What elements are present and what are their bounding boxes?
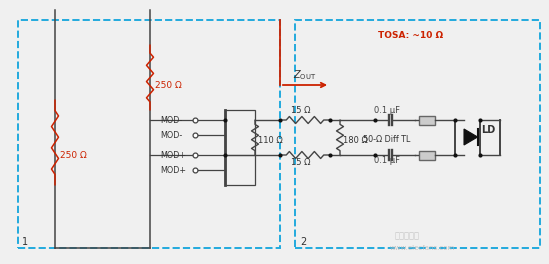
Text: www.elecfans.com: www.elecfans.com <box>390 245 455 251</box>
Text: 50-Ω Diff TL: 50-Ω Diff TL <box>363 135 410 144</box>
Bar <box>18 20 280 248</box>
Bar <box>295 20 540 248</box>
Text: 2: 2 <box>300 237 306 247</box>
Text: MOD+: MOD+ <box>160 166 186 175</box>
Text: 250 Ω: 250 Ω <box>60 151 87 160</box>
Text: 250 Ω: 250 Ω <box>155 81 182 90</box>
Text: 0.1 μF: 0.1 μF <box>374 106 400 115</box>
Text: MOD-: MOD- <box>160 116 182 125</box>
Text: 15 Ω: 15 Ω <box>291 158 311 167</box>
Text: MOD+: MOD+ <box>160 151 186 160</box>
Text: TOSA: ~10 Ω: TOSA: ~10 Ω <box>378 31 443 40</box>
Bar <box>419 116 435 125</box>
Text: $Z_\mathregular{OUT}$: $Z_\mathregular{OUT}$ <box>293 68 316 82</box>
Text: 180 Ω: 180 Ω <box>343 136 368 145</box>
Text: MOD-: MOD- <box>160 131 182 140</box>
Polygon shape <box>464 129 478 145</box>
Text: 电子发烧友: 电子发烧友 <box>395 231 420 240</box>
Text: 15 Ω: 15 Ω <box>291 106 311 115</box>
Bar <box>419 150 435 159</box>
Text: LD: LD <box>481 125 495 135</box>
Text: 1: 1 <box>22 237 28 247</box>
Bar <box>225 110 255 155</box>
Text: 110 Ω: 110 Ω <box>258 136 283 145</box>
Text: 0.1 μF: 0.1 μF <box>374 156 400 165</box>
Bar <box>225 155 255 185</box>
